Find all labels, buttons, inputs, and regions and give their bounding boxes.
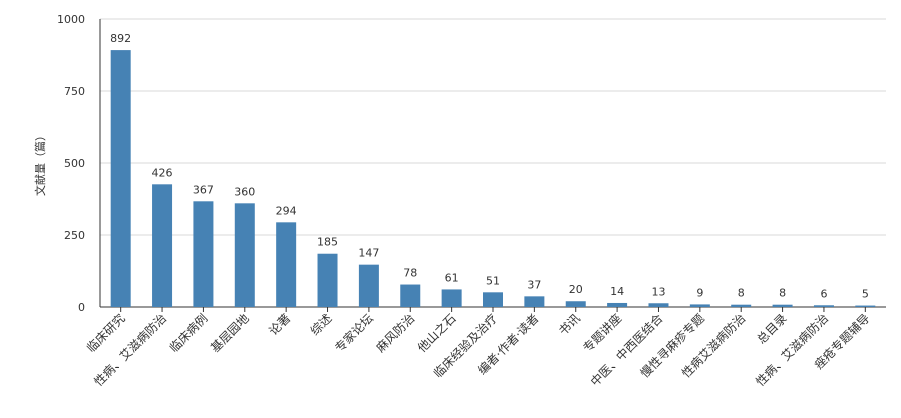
data-labels: 892 426 367 360 294 185 147 78 61 51 37 20 14 13 9 8 8 6 5 bbox=[110, 32, 869, 300]
category-label: 性病、艾滋病防治 bbox=[753, 311, 831, 389]
category-label: 麻风防治 bbox=[373, 311, 418, 356]
data-label: 61 bbox=[445, 271, 459, 284]
bar bbox=[276, 222, 297, 307]
bar bbox=[193, 201, 214, 307]
data-label: 360 bbox=[234, 185, 255, 198]
category-label: 基层园地 bbox=[208, 311, 252, 355]
data-label: 78 bbox=[403, 267, 417, 280]
data-label: 147 bbox=[358, 247, 379, 260]
data-label: 9 bbox=[696, 286, 703, 299]
bar bbox=[441, 289, 462, 307]
bar bbox=[772, 304, 793, 307]
data-label: 426 bbox=[152, 166, 173, 179]
bar bbox=[358, 264, 379, 307]
data-label: 185 bbox=[317, 236, 338, 249]
data-label: 6 bbox=[820, 287, 827, 300]
bar bbox=[731, 304, 752, 307]
bar bbox=[152, 184, 173, 307]
data-label: 14 bbox=[610, 285, 624, 298]
y-tick-label: 0 bbox=[78, 301, 85, 314]
data-label: 51 bbox=[486, 274, 500, 287]
category-label: 临床病例 bbox=[166, 311, 211, 356]
data-label: 5 bbox=[862, 288, 869, 301]
data-label: 20 bbox=[569, 283, 583, 296]
category-label: 中医、中西医结合 bbox=[587, 311, 665, 389]
bar bbox=[524, 296, 545, 307]
data-label: 8 bbox=[779, 287, 786, 300]
data-label: 37 bbox=[527, 278, 541, 291]
bar bbox=[855, 305, 876, 307]
y-tick-label: 1000 bbox=[57, 13, 85, 26]
category-label: 论著 bbox=[266, 311, 293, 338]
bar bbox=[813, 305, 834, 307]
bar bbox=[110, 50, 131, 307]
bar bbox=[689, 304, 710, 307]
bar bbox=[234, 203, 255, 307]
bars bbox=[110, 50, 876, 307]
bar bbox=[607, 302, 628, 307]
y-tick-label: 750 bbox=[64, 85, 85, 98]
data-label: 367 bbox=[193, 183, 214, 196]
data-label: 8 bbox=[738, 287, 745, 300]
bar bbox=[400, 284, 421, 307]
data-label: 13 bbox=[651, 285, 665, 298]
bar bbox=[565, 301, 586, 307]
y-tick-label: 500 bbox=[64, 157, 85, 170]
bar bbox=[317, 253, 338, 307]
y-tick-label: 250 bbox=[64, 229, 85, 242]
data-label: 294 bbox=[276, 204, 297, 217]
category-label: 性病、艾滋病防治 bbox=[91, 311, 169, 389]
category-label: 专家论坛 bbox=[331, 311, 376, 356]
bar bbox=[483, 292, 503, 307]
grid-lines bbox=[100, 18, 886, 236]
category-label: 综述 bbox=[308, 311, 335, 338]
data-label: 892 bbox=[110, 32, 131, 45]
bar bbox=[648, 303, 669, 307]
category-label: 书讯 bbox=[556, 311, 583, 338]
y-axis-title: 文献量（篇） bbox=[33, 130, 47, 196]
category-label: 总目录 bbox=[754, 311, 789, 346]
